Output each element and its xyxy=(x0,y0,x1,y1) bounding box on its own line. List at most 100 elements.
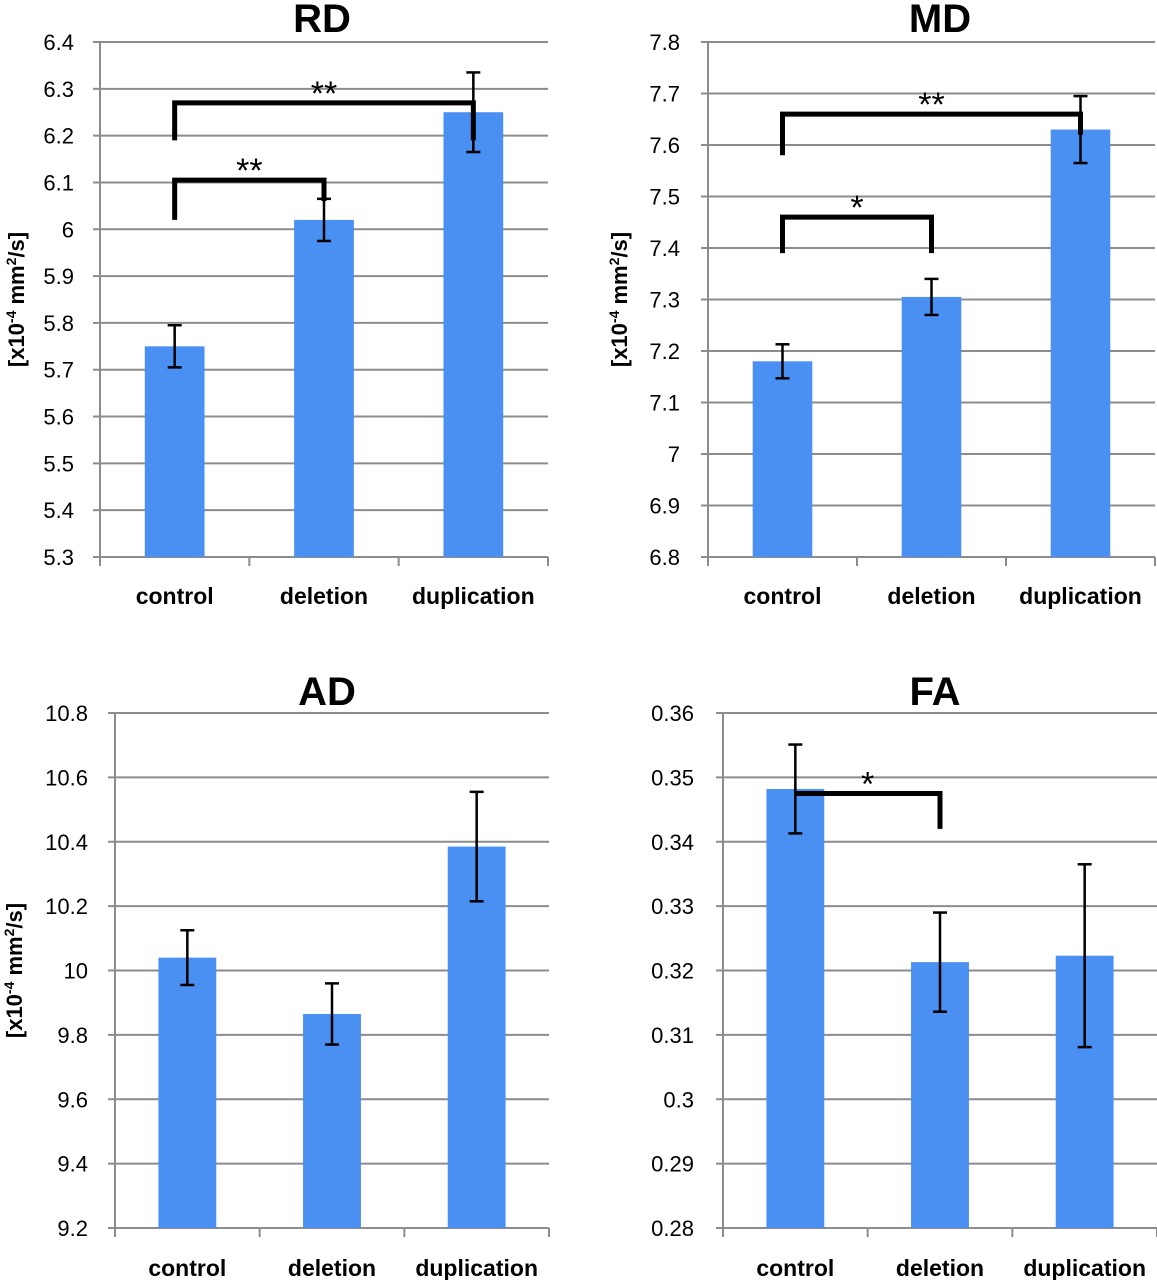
y-axis-label-part: [x10 xyxy=(607,323,632,367)
y-tick-label: 6.1 xyxy=(43,170,74,195)
y-tick-label: 10.6 xyxy=(45,765,88,790)
chart-title: MD xyxy=(909,0,971,41)
bar-duplication xyxy=(1050,129,1111,558)
y-tick-label: 5.7 xyxy=(43,358,74,383)
y-axis-label: [x10-4 mm2/s] xyxy=(3,232,29,367)
y-tick-label: 5.9 xyxy=(43,264,74,289)
y-axis-label-part: mm xyxy=(607,265,632,310)
y-axis-label: [x10-4 mm2/s] xyxy=(1,903,27,1038)
y-tick-label: 7.3 xyxy=(649,288,680,313)
category-label: control xyxy=(756,1255,834,1280)
category-label: control xyxy=(148,1255,226,1280)
y-tick-label: 0.34 xyxy=(651,830,694,855)
y-tick-label: 10.4 xyxy=(45,830,88,855)
bar-control xyxy=(766,788,825,1228)
bar-control xyxy=(158,957,217,1228)
category-label: deletion xyxy=(896,1255,984,1280)
chart-panel-rd: 5.3 5.4 5.5 5.6 5.7 5.8 5.9 6 6.1 6.2 6.3 6.4 contro… xyxy=(3,0,549,609)
y-tick-label: 9.6 xyxy=(57,1087,88,1112)
y-tick-label: 6.9 xyxy=(649,494,680,519)
chart-title: FA xyxy=(909,670,960,714)
y-tick-label: 9.4 xyxy=(57,1152,88,1177)
bar-control xyxy=(752,361,813,557)
y-axis-label-superscript: 2 xyxy=(3,257,19,265)
y-axis-label-superscript: 2 xyxy=(606,257,622,265)
significance-label: ** xyxy=(918,86,944,124)
category-label: duplication xyxy=(1023,1255,1146,1280)
significance-bracket xyxy=(780,111,1083,156)
y-axis-label-part: mm xyxy=(4,265,29,310)
significance-bracket xyxy=(795,790,943,829)
significance-bracket xyxy=(780,214,934,254)
y-tick-label: 7 xyxy=(668,442,680,467)
category-label: duplication xyxy=(415,1255,538,1280)
y-tick-label: 7.5 xyxy=(649,185,680,210)
category-label: deletion xyxy=(887,583,975,609)
category-label: duplication xyxy=(1019,583,1142,609)
y-tick-label: 7.8 xyxy=(649,30,680,55)
y-tick-label: 9.8 xyxy=(57,1023,88,1048)
y-tick-label: 6.2 xyxy=(43,124,74,149)
y-axis-label-superscript: -4 xyxy=(606,310,622,323)
y-tick-label: 0.35 xyxy=(651,765,694,790)
y-tick-label: 7.6 xyxy=(649,133,680,158)
y-tick-label: 7.7 xyxy=(649,82,680,107)
y-tick-label: 0.32 xyxy=(651,959,694,984)
category-label: control xyxy=(136,583,214,609)
y-axis-label-part: /s] xyxy=(2,903,27,929)
y-tick-label: 5.4 xyxy=(43,498,74,523)
y-tick-label: 0.31 xyxy=(651,1023,694,1048)
category-label: deletion xyxy=(288,1255,376,1280)
bar-deletion xyxy=(303,1013,361,1228)
category-label: deletion xyxy=(280,583,368,609)
y-tick-label: 5.6 xyxy=(43,405,74,430)
chart-title: RD xyxy=(293,0,351,41)
bar-duplication xyxy=(447,846,506,1228)
y-tick-label: 7.2 xyxy=(649,339,680,364)
y-axis-label-superscript: -4 xyxy=(1,981,17,994)
significance-label: * xyxy=(861,765,874,803)
chart-panel-fa: 0.28 0.29 0.3 0.31 0.32 0.33 0.34 0.35 0.36 contr… xyxy=(651,670,1157,1280)
bar-control xyxy=(144,346,205,557)
y-tick-label: 10.2 xyxy=(45,894,88,919)
y-tick-label: 5.3 xyxy=(43,545,74,570)
y-axis-label-part: [x10 xyxy=(4,323,29,367)
y-tick-label: 6.4 xyxy=(43,30,74,55)
y-axis-label: [x10-4 mm2/s] xyxy=(606,232,632,367)
bar-deletion xyxy=(294,219,354,557)
significance-label: * xyxy=(850,189,863,227)
y-axis-label-part: [x10 xyxy=(2,994,27,1038)
y-tick-label: 7.1 xyxy=(649,391,680,416)
y-tick-label: 5.8 xyxy=(43,311,74,336)
y-tick-label: 6.3 xyxy=(43,77,74,102)
y-tick-label: 0.28 xyxy=(651,1216,694,1241)
y-tick-label: 9.2 xyxy=(57,1216,88,1241)
y-tick-label: 10 xyxy=(64,959,88,984)
y-axis-label-part: /s] xyxy=(4,232,29,258)
y-tick-label: 7.4 xyxy=(649,236,680,261)
y-tick-label: 0.29 xyxy=(651,1152,694,1177)
y-tick-label: 0.36 xyxy=(651,701,694,726)
significance-label: ** xyxy=(236,152,262,190)
category-label: duplication xyxy=(412,583,535,609)
chart-panel-md: 6.8 6.9 7 7.1 7.2 7.3 7.4 7.5 7.6 7.7 7.8 control de… xyxy=(606,0,1156,609)
significance-bracket xyxy=(172,100,476,141)
chart-panel-ad: 9.2 9.4 9.6 9.8 10 10.2 10.4 10.6 10.8 control del… xyxy=(1,670,550,1280)
y-axis-label-part: /s] xyxy=(607,232,632,258)
chart-title: AD xyxy=(298,670,356,714)
y-tick-label: 0.3 xyxy=(663,1087,694,1112)
y-tick-label: 0.33 xyxy=(651,894,694,919)
bar-deletion xyxy=(901,296,962,557)
y-axis-label-superscript: -4 xyxy=(3,310,19,323)
y-axis-label-superscript: 2 xyxy=(1,928,17,936)
y-tick-label: 6.8 xyxy=(649,545,680,570)
y-tick-label: 6 xyxy=(62,217,74,242)
significance-label: ** xyxy=(311,75,337,113)
significance-bracket xyxy=(172,177,327,220)
y-axis-label-part: mm xyxy=(2,936,27,981)
y-tick-label: 10.8 xyxy=(45,701,88,726)
y-tick-label: 5.5 xyxy=(43,451,74,476)
category-label: control xyxy=(744,583,822,609)
bar-duplication xyxy=(443,112,504,558)
